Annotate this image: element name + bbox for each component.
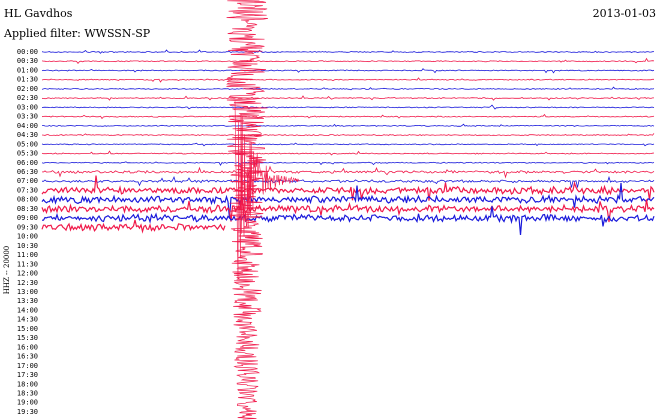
row-label: 18:30 xyxy=(17,390,38,398)
trace xyxy=(41,175,655,201)
row-label: 11:00 xyxy=(17,251,38,259)
row-label: 08:00 xyxy=(17,196,38,204)
row-label: 00:30 xyxy=(17,57,38,65)
trace xyxy=(41,165,655,179)
row-label: 06:00 xyxy=(17,159,38,167)
row-label: 19:00 xyxy=(17,399,38,407)
channel: HHZ -- 20000 xyxy=(3,246,11,295)
row-label: 10:00 xyxy=(17,233,38,241)
trace xyxy=(41,175,655,188)
trace xyxy=(41,95,654,101)
row-label: 01:00 xyxy=(17,66,38,74)
trace xyxy=(41,77,654,83)
row-label: 17:00 xyxy=(17,362,38,370)
row-label: 09:00 xyxy=(17,214,38,222)
row-label: 16:30 xyxy=(17,353,38,361)
trace xyxy=(41,133,655,137)
quake-trace xyxy=(226,0,268,420)
trace xyxy=(41,104,655,110)
row-label: 13:00 xyxy=(17,288,38,296)
row-label: 05:30 xyxy=(17,150,38,158)
trace xyxy=(41,113,655,120)
row-label: 10:30 xyxy=(17,242,38,250)
filter: Applied filter: WWSSN-SP xyxy=(3,27,151,40)
trace xyxy=(41,142,655,147)
row-label: 11:30 xyxy=(17,260,38,268)
trace xyxy=(41,57,655,65)
row-label: 15:30 xyxy=(17,334,38,342)
trace xyxy=(41,196,655,223)
row-label: 02:00 xyxy=(17,85,38,93)
trace xyxy=(41,219,226,234)
trace xyxy=(41,49,655,54)
row-label: 12:00 xyxy=(17,270,38,278)
row-label: 17:30 xyxy=(17,371,38,379)
trace xyxy=(41,86,655,91)
row-label: 14:00 xyxy=(17,306,38,314)
quake-coda xyxy=(234,101,301,279)
row-label: 14:30 xyxy=(17,316,38,324)
row-label: 03:30 xyxy=(17,113,38,121)
row-label: 05:00 xyxy=(17,140,38,148)
row-label: 18:00 xyxy=(17,380,38,388)
row-label: 13:30 xyxy=(17,297,38,305)
trace xyxy=(41,182,655,219)
row-label: 04:00 xyxy=(17,122,38,130)
row-label: 07:00 xyxy=(17,177,38,185)
row-label: 07:30 xyxy=(17,186,38,194)
row-label: 15:00 xyxy=(17,325,38,333)
row-label: 19:30 xyxy=(17,408,38,416)
row-label: 06:30 xyxy=(17,168,38,176)
row-label: 02:30 xyxy=(17,94,38,102)
row-label: 16:00 xyxy=(17,343,38,351)
row-label: 08:30 xyxy=(17,205,38,213)
row-label: 04:30 xyxy=(17,131,38,139)
trace xyxy=(41,161,655,167)
trace xyxy=(42,206,655,235)
trace xyxy=(42,123,655,127)
row-label: 12:30 xyxy=(17,279,38,287)
station: HL Gavdhos xyxy=(4,7,73,20)
row-label: 09:30 xyxy=(17,223,38,231)
row-label: 00:00 xyxy=(17,48,38,56)
date: 2013-01-03 xyxy=(593,7,656,20)
trace xyxy=(41,68,655,74)
row-label: 03:00 xyxy=(17,103,38,111)
trace xyxy=(41,150,655,156)
row-label: 01:30 xyxy=(17,76,38,84)
